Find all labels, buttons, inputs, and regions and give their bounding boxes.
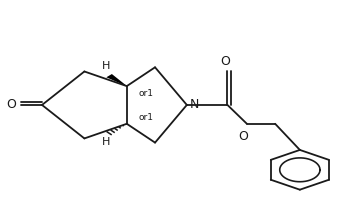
Text: N: N [190, 98, 199, 112]
Text: H: H [101, 61, 110, 71]
Text: or1: or1 [138, 113, 153, 122]
Text: O: O [239, 130, 248, 143]
Polygon shape [106, 74, 127, 86]
Text: H: H [101, 137, 110, 147]
Text: O: O [221, 55, 231, 68]
Text: O: O [7, 98, 17, 112]
Text: or1: or1 [138, 89, 153, 98]
